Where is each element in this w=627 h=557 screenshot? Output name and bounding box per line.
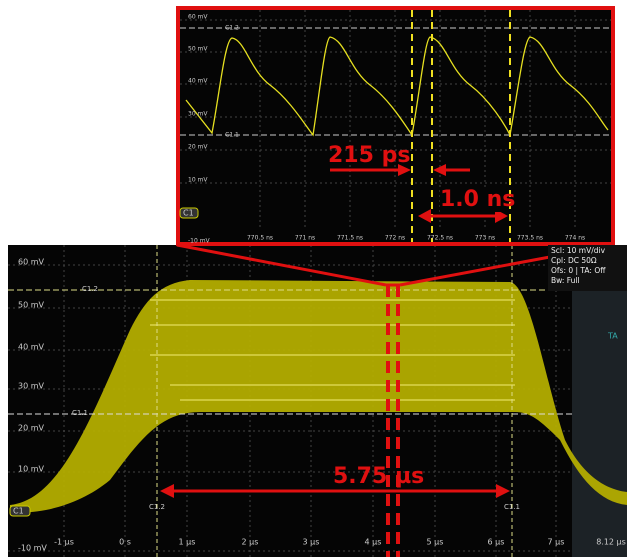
y-label: 60 mV xyxy=(188,14,208,21)
y-label: 20 mV xyxy=(18,424,45,433)
span-label: 5.75 µs xyxy=(333,464,424,489)
x-label: 7 µs xyxy=(548,538,565,547)
x-label: 1 µs xyxy=(179,538,196,547)
x-label: 771.5 ns xyxy=(337,235,363,242)
y-label: 40 mV xyxy=(188,78,208,85)
info-line: Cpl: DC 50Ω xyxy=(551,256,597,265)
delay-label: 215 ps xyxy=(328,143,410,168)
cursor-label: C1.1 xyxy=(72,409,88,417)
y-label: 50 mV xyxy=(188,46,208,53)
x-label: 771 ns xyxy=(295,235,315,242)
info-line: Bw: Full xyxy=(551,276,580,285)
y-label: 60 mV xyxy=(18,258,45,267)
y-label: 20 mV xyxy=(188,144,208,151)
info-line: Scl: 10 mV/div xyxy=(551,246,606,255)
x-label: -1 µs xyxy=(54,538,74,547)
period-label: 1.0 ns xyxy=(440,187,515,212)
x-label: 772.5 ns xyxy=(427,235,453,242)
y-label: 30 mV xyxy=(18,382,45,391)
x-label: 0 s xyxy=(119,538,131,547)
x-label: 6 µs xyxy=(488,538,505,547)
y-label: -10 mV xyxy=(188,238,211,245)
x-label: 773.5 ns xyxy=(517,235,543,242)
cursor-label: C1.2 xyxy=(82,285,98,293)
info-line: Ofs: 0 | TA: Off xyxy=(551,266,606,275)
cursor-label: C1.1 xyxy=(225,132,239,139)
cursor-label: C1.2 xyxy=(225,25,239,32)
cursor-label: C1.1 xyxy=(504,503,520,511)
channel-label: C1 xyxy=(13,507,24,516)
side-panel xyxy=(572,245,627,557)
y-label: 10 mV xyxy=(188,177,208,184)
y-label: 40 mV xyxy=(18,343,45,352)
x-label: 8.12 µs xyxy=(596,538,626,547)
y-label: 50 mV xyxy=(18,301,45,310)
x-label: 772 ns xyxy=(385,235,405,242)
x-label: 770.5 ns xyxy=(247,235,273,242)
zoom-channel-label: C1 xyxy=(183,209,194,218)
x-label: 5 µs xyxy=(427,538,444,547)
x-label: 4 µs xyxy=(365,538,382,547)
y-label: 30 mV xyxy=(188,111,208,118)
cursor-label: C1.2 xyxy=(149,503,165,511)
side-tab: TA xyxy=(607,332,618,341)
x-label: 774 ns xyxy=(565,235,585,242)
x-label: 2 µs xyxy=(242,538,259,547)
y-label: 10 mV xyxy=(18,465,45,474)
x-label: 3 µs xyxy=(303,538,320,547)
scope-screen: 5.75 µs 215 ps 1.0 ns C1 C1 TA 60 mV 50 m… xyxy=(0,0,627,557)
x-label: 773 ns xyxy=(475,235,495,242)
y-label: -10 mV xyxy=(18,544,47,553)
